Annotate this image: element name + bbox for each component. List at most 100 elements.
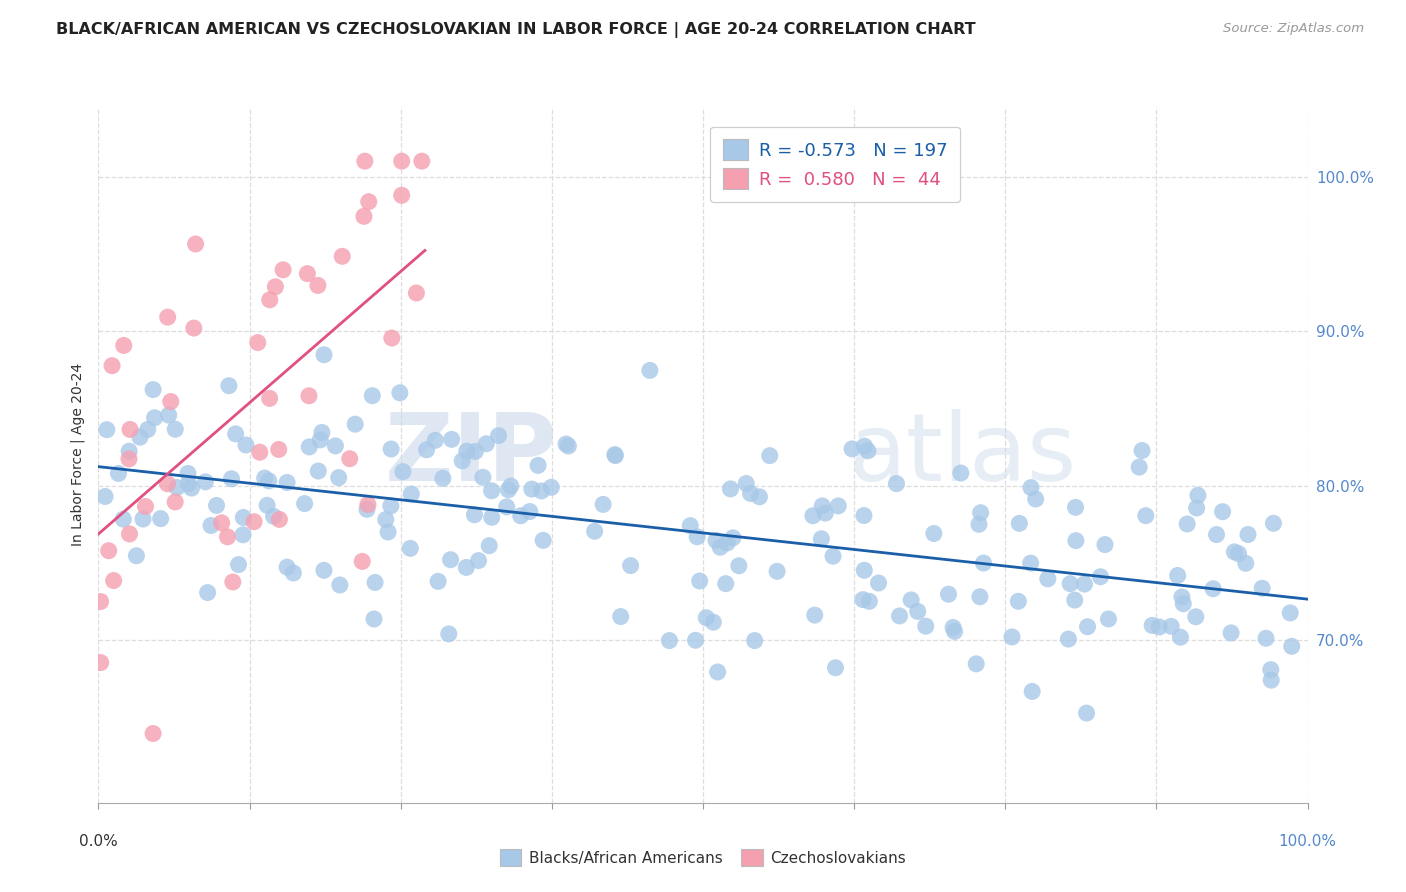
Legend: Blacks/African Americans, Czechoslovakians: Blacks/African Americans, Czechoslovakia… [491, 839, 915, 875]
Point [399, 541, 422, 556]
Point [276, 560, 298, 574]
Point [1263, 516, 1285, 531]
Point [973, 556, 995, 570]
Point [177, 467, 200, 481]
Point [942, 620, 965, 634]
Point [294, 497, 316, 511]
Point [1205, 527, 1227, 541]
Point [405, 285, 427, 300]
Point [758, 449, 780, 463]
Y-axis label: In Labor Force | Age 20-24: In Labor Force | Age 20-24 [70, 363, 84, 547]
Point [801, 508, 824, 523]
Point [118, 451, 141, 466]
Point [401, 487, 423, 501]
Point [886, 476, 908, 491]
Point [841, 442, 863, 456]
Point [638, 363, 661, 377]
Point [325, 439, 347, 453]
Point [1063, 593, 1085, 607]
Point [557, 439, 579, 453]
Point [1008, 516, 1031, 531]
Point [364, 575, 387, 590]
Point [824, 661, 846, 675]
Point [1140, 618, 1163, 632]
Point [197, 585, 219, 599]
Point [478, 539, 501, 553]
Point [766, 565, 789, 579]
Point [380, 499, 402, 513]
Point [709, 541, 731, 555]
Point [735, 476, 758, 491]
Point [357, 194, 380, 209]
Point [451, 454, 474, 468]
Point [827, 499, 849, 513]
Point [1220, 626, 1243, 640]
Point [1036, 572, 1059, 586]
Point [744, 633, 766, 648]
Point [531, 533, 554, 548]
Point [852, 592, 875, 607]
Point [714, 576, 737, 591]
Point [1227, 547, 1250, 561]
Point [821, 549, 844, 564]
Point [312, 563, 335, 577]
Point [112, 338, 135, 352]
Text: BLACK/AFRICAN AMERICAN VS CZECHOSLOVAKIAN IN LABOR FORCE | AGE 20-24 CORRELATION: BLACK/AFRICAN AMERICAN VS CZECHOSLOVAKIA… [56, 22, 976, 38]
Point [1019, 481, 1042, 495]
Point [1090, 570, 1112, 584]
Point [922, 526, 945, 541]
Point [177, 476, 200, 491]
Point [259, 293, 281, 307]
Point [217, 530, 239, 544]
Point [689, 574, 711, 588]
Legend: R = -0.573   N = 197, R =  0.580   N =  44: R = -0.573 N = 197, R = 0.580 N = 44 [710, 127, 960, 202]
Point [129, 430, 152, 444]
Point [271, 262, 294, 277]
Point [1251, 581, 1274, 595]
Point [136, 423, 159, 437]
Point [463, 508, 485, 522]
Point [90, 656, 112, 670]
Point [853, 563, 876, 577]
Point [361, 389, 384, 403]
Point [363, 612, 385, 626]
Point [381, 331, 404, 345]
Point [858, 594, 880, 608]
Point [475, 437, 498, 451]
Point [142, 383, 165, 397]
Point [748, 490, 770, 504]
Point [852, 508, 875, 523]
Point [339, 451, 361, 466]
Point [1001, 630, 1024, 644]
Point [803, 608, 825, 623]
Point [555, 437, 578, 451]
Point [125, 549, 148, 563]
Point [811, 499, 834, 513]
Point [1019, 556, 1042, 570]
Point [183, 321, 205, 335]
Point [603, 448, 626, 462]
Point [1260, 663, 1282, 677]
Point [1059, 576, 1081, 591]
Point [257, 474, 280, 488]
Point [1135, 508, 1157, 523]
Point [1234, 556, 1257, 570]
Point [1073, 577, 1095, 591]
Point [118, 444, 141, 458]
Point [1021, 684, 1043, 698]
Point [297, 267, 319, 281]
Point [471, 470, 494, 484]
Point [180, 481, 202, 495]
Point [309, 433, 332, 447]
Point [914, 619, 936, 633]
Point [1260, 673, 1282, 687]
Point [391, 154, 413, 169]
Point [938, 587, 960, 601]
Point [1187, 488, 1209, 502]
Point [267, 442, 290, 457]
Point [329, 578, 352, 592]
Point [583, 524, 606, 539]
Point [200, 518, 222, 533]
Point [1237, 527, 1260, 541]
Point [488, 428, 510, 442]
